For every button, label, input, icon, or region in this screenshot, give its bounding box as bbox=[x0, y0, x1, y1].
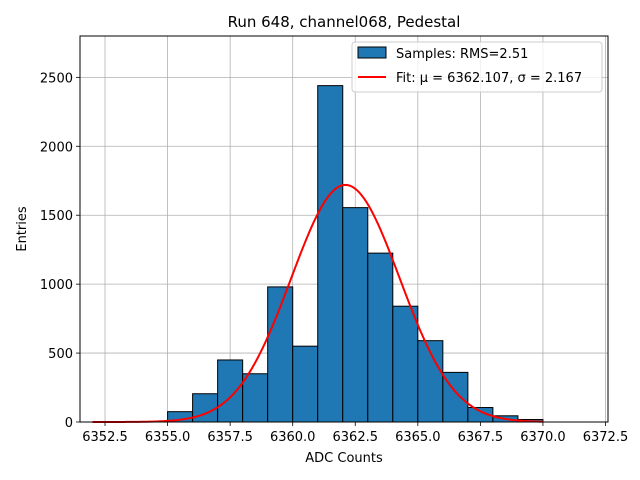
x-tick-label: 6355.0 bbox=[145, 430, 191, 445]
y-tick-label: 1000 bbox=[40, 278, 73, 293]
x-tick-label: 6357.5 bbox=[207, 430, 253, 445]
x-tick-label: 6352.5 bbox=[82, 430, 128, 445]
y-tick-label: 1500 bbox=[40, 209, 73, 224]
histogram-bar bbox=[367, 252, 394, 423]
y-axis-ticks: 0 500 1000 1500 2000 2500 bbox=[40, 71, 80, 431]
x-axis-ticks: 6352.5 6355.0 6357.5 6360.0 6362.5 6365.0 6367… bbox=[82, 422, 628, 445]
fit-curve-layer bbox=[92, 183, 543, 423]
x-tick-label: 6362.5 bbox=[333, 430, 379, 445]
histogram-bar bbox=[392, 305, 419, 423]
histogram-bar bbox=[292, 345, 319, 423]
x-tick-label: 6372.5 bbox=[583, 430, 629, 445]
x-tick-label: 6370.0 bbox=[520, 430, 566, 445]
histogram-bar bbox=[242, 373, 269, 423]
histogram-bar bbox=[192, 393, 219, 423]
x-tick-label: 6360.0 bbox=[270, 430, 316, 445]
y-tick-label: 500 bbox=[48, 347, 73, 362]
y-tick-label: 0 bbox=[65, 416, 73, 431]
legend-histogram-label: Samples: RMS=2.51 bbox=[396, 47, 528, 62]
y-tick-label: 2500 bbox=[40, 71, 73, 86]
histogram-bars bbox=[167, 85, 544, 423]
y-tick-label: 2000 bbox=[40, 140, 73, 155]
histogram-bar bbox=[217, 359, 244, 423]
y-axis-label: Entries bbox=[15, 206, 30, 252]
chart-title: Run 648, channel068, Pedestal bbox=[228, 13, 461, 31]
plot-frame bbox=[79, 35, 609, 423]
histogram-bar bbox=[317, 85, 344, 423]
legend-fit-label: Fit: μ = 6362.107, σ = 2.167 bbox=[396, 71, 582, 86]
x-tick-label: 6365.0 bbox=[395, 430, 441, 445]
histogram-bar bbox=[342, 207, 369, 423]
fit-curve bbox=[92, 183, 543, 423]
legend: Samples: RMS=2.51 Fit: μ = 6362.107, σ =… bbox=[351, 41, 603, 93]
legend-histogram-swatch bbox=[357, 46, 387, 59]
x-tick-label: 6367.5 bbox=[458, 430, 504, 445]
legend-box bbox=[351, 41, 603, 93]
x-axis-label: ADC Counts bbox=[305, 451, 383, 466]
